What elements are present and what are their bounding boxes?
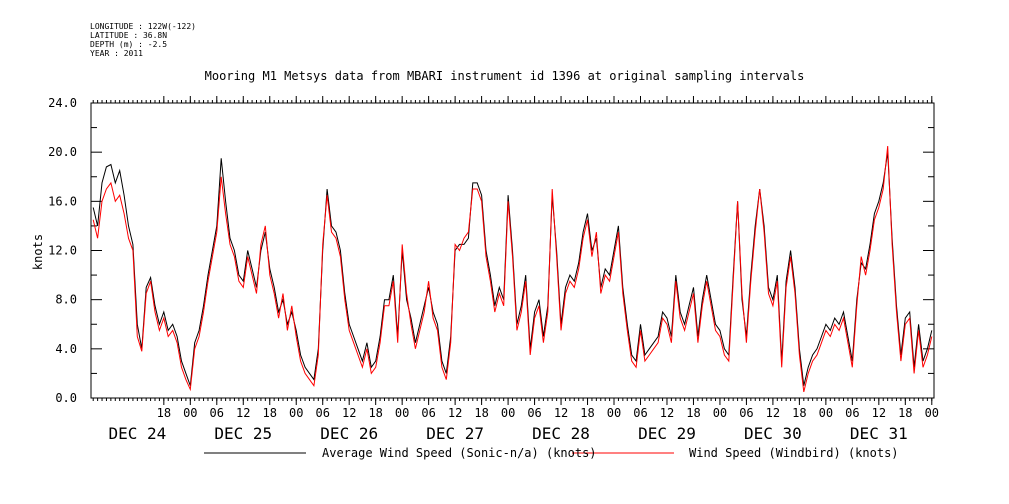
x-tick-label: 00 xyxy=(607,406,621,420)
meta-year: YEAR : 2011 xyxy=(90,49,143,58)
x-tick-label: 06 xyxy=(633,406,647,420)
x-tick-label: 00 xyxy=(713,406,727,420)
x-tick-label: 18 xyxy=(898,406,912,420)
x-tick-label: 18 xyxy=(474,406,488,420)
x-tick-label: 06 xyxy=(210,406,224,420)
x-tick-label: 12 xyxy=(660,406,674,420)
x-tick-label: 12 xyxy=(236,406,250,420)
x-tick-label: 06 xyxy=(527,406,541,420)
x-tick-label: 06 xyxy=(845,406,859,420)
y-tick-label: 16.0 xyxy=(48,194,77,208)
x-tick-label: 00 xyxy=(819,406,833,420)
x-tick-label: 00 xyxy=(183,406,197,420)
x-tick-label: 18 xyxy=(263,406,277,420)
x-tick-label: 18 xyxy=(157,406,171,420)
x-day-label: DEC 26 xyxy=(320,424,378,443)
y-tick-label: 12.0 xyxy=(48,244,77,258)
x-day-label: DEC 24 xyxy=(108,424,166,443)
x-tick-label: 00 xyxy=(289,406,303,420)
x-tick-label: 12 xyxy=(872,406,886,420)
x-tick-label: 12 xyxy=(448,406,462,420)
y-tick-label: 24.0 xyxy=(48,96,77,110)
x-day-label: DEC 31 xyxy=(850,424,908,443)
series-windbird-wind-speed-line xyxy=(92,145,933,393)
x-tick-label: 18 xyxy=(686,406,700,420)
y-axis-label: knots xyxy=(31,234,45,270)
x-day-label: DEC 29 xyxy=(638,424,696,443)
meta-latitude: LATITUDE : 36.8N xyxy=(90,31,168,40)
x-day-label: DEC 25 xyxy=(214,424,272,443)
y-tick-label: 20.0 xyxy=(48,145,77,159)
x-tick-label: 00 xyxy=(925,406,939,420)
x-tick-label: 00 xyxy=(395,406,409,420)
meta-longitude: LONGITUDE : 122W(-122) xyxy=(90,22,196,31)
chart-title: Mooring M1 Metsys data from MBARI instru… xyxy=(204,69,805,83)
x-tick-label: 12 xyxy=(554,406,568,420)
metadata-block: LONGITUDE : 122W(-122) LATITUDE : 36.8N … xyxy=(90,22,196,58)
legend-red-label: Wind Speed (Windbird) (knots) xyxy=(689,446,899,460)
x-day-label: DEC 30 xyxy=(744,424,802,443)
y-tick-label: 4.0 xyxy=(55,342,77,356)
x-tick-label: 18 xyxy=(792,406,806,420)
x-tick-label: 06 xyxy=(421,406,435,420)
x-tick-label: 06 xyxy=(739,406,753,420)
x-day-label: DEC 28 xyxy=(532,424,590,443)
x-tick-label: 00 xyxy=(501,406,515,420)
x-tick-label: 18 xyxy=(580,406,594,420)
x-tick-label: 06 xyxy=(315,406,329,420)
y-tick-label: 0.0 xyxy=(55,391,77,405)
x-tick-label: 18 xyxy=(368,406,382,420)
meta-depth: DEPTH (m) : -2.5 xyxy=(90,40,168,49)
x-tick-label: 12 xyxy=(342,406,356,420)
y-tick-label: 8.0 xyxy=(55,293,77,307)
legend-black-label: Average Wind Speed (Sonic-n/a) (knots) xyxy=(322,446,597,460)
x-tick-label: 12 xyxy=(766,406,780,420)
x-day-label: DEC 27 xyxy=(426,424,484,443)
